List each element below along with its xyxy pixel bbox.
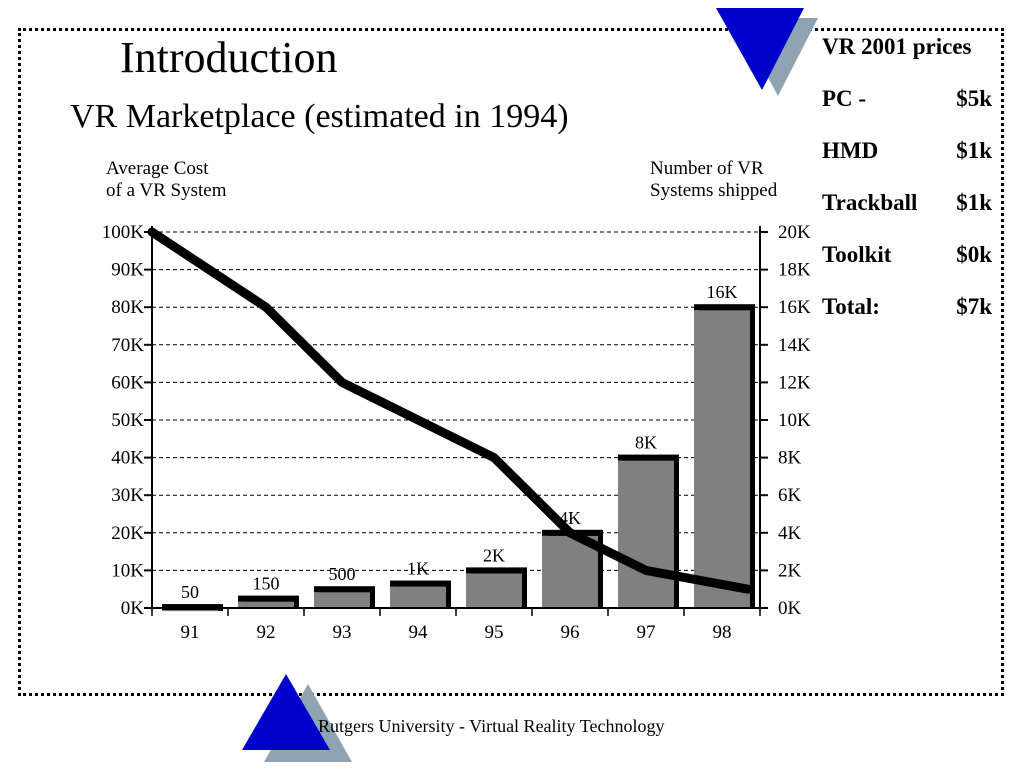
x-tick-label: 95 bbox=[485, 622, 504, 643]
bar-data-label: 16K bbox=[707, 282, 738, 302]
slide-title: Introduction bbox=[120, 33, 338, 82]
left-axis-label-line1: Average Cost bbox=[106, 158, 209, 179]
right-tick-label: 20K bbox=[778, 222, 811, 243]
x-tick-label: 94 bbox=[409, 622, 429, 643]
price-value: $0k bbox=[956, 242, 992, 267]
price-row-toolkit: Toolkit $0k bbox=[822, 242, 992, 272]
bar-top-cap bbox=[390, 580, 451, 587]
right-tick-label: 10K bbox=[778, 410, 811, 431]
bar-data-label: 8K bbox=[635, 433, 657, 453]
x-tick-label: 92 bbox=[257, 622, 276, 643]
price-value: $1k bbox=[956, 190, 992, 215]
right-tick-label: 8K bbox=[778, 448, 802, 469]
bar-top-cap bbox=[238, 595, 299, 602]
price-label: PC - bbox=[822, 86, 867, 111]
price-value: $7k bbox=[956, 294, 992, 319]
left-tick-label: 0K bbox=[121, 598, 145, 619]
price-label: HMD bbox=[822, 138, 879, 163]
bar-data-label: 150 bbox=[253, 574, 280, 594]
bar-data-label: 1K bbox=[407, 559, 429, 579]
top-triangle-icon bbox=[716, 8, 818, 96]
price-list-heading: VR 2001 prices bbox=[822, 34, 972, 59]
x-tick-label: 93 bbox=[333, 622, 352, 643]
right-axis-label-line2: Systems shipped bbox=[650, 180, 778, 201]
bar bbox=[238, 601, 294, 608]
left-tick-label: 70K bbox=[111, 335, 144, 356]
bar bbox=[162, 610, 218, 612]
left-tick-label: 10K bbox=[111, 560, 144, 581]
left-tick-label: 80K bbox=[111, 297, 144, 318]
bar bbox=[618, 460, 674, 608]
left-tick-label: 100K bbox=[102, 222, 145, 243]
price-row-total: Total: $7k bbox=[822, 294, 992, 324]
left-tick-label: 90K bbox=[111, 260, 144, 281]
bar-top-cap bbox=[694, 304, 755, 311]
bar bbox=[542, 535, 598, 608]
left-tick-label: 50K bbox=[111, 410, 144, 431]
right-tick-label: 4K bbox=[778, 523, 802, 544]
right-tick-label: 0K bbox=[778, 598, 802, 619]
left-tick-label: 30K bbox=[111, 485, 144, 506]
left-tick-label: 60K bbox=[111, 372, 144, 393]
bar bbox=[314, 592, 370, 608]
bottom-triangle-front bbox=[242, 674, 330, 750]
bar bbox=[694, 310, 750, 608]
bar-top-cap bbox=[314, 586, 375, 593]
right-tick-label: 2K bbox=[778, 560, 802, 581]
cost-line bbox=[147, 227, 753, 594]
left-tick-label: 20K bbox=[111, 523, 144, 544]
price-label: Trackball bbox=[822, 190, 918, 215]
left-axis-label-line2: of a VR System bbox=[106, 180, 227, 201]
x-tick-label: 97 bbox=[637, 622, 656, 643]
right-tick-label: 12K bbox=[778, 372, 811, 393]
bar-data-label: 500 bbox=[329, 564, 356, 584]
x-tick-label: 96 bbox=[561, 622, 580, 643]
slide-subtitle: VR Marketplace (estimated in 1994) bbox=[70, 98, 569, 135]
x-tick-label: 98 bbox=[713, 622, 732, 643]
price-row-hmd: HMD $1k bbox=[822, 138, 992, 168]
price-value: $5k bbox=[956, 86, 992, 111]
price-label: Total: bbox=[822, 294, 880, 319]
right-tick-label: 16K bbox=[778, 297, 811, 318]
bar-data-label: 50 bbox=[181, 582, 199, 602]
right-tick-label: 18K bbox=[778, 260, 811, 281]
right-tick-label: 6K bbox=[778, 485, 802, 506]
bar bbox=[390, 586, 446, 608]
price-row-pc: PC - $5k bbox=[822, 86, 992, 116]
left-tick-label: 40K bbox=[111, 448, 144, 469]
right-tick-label: 14K bbox=[778, 335, 811, 356]
slide-footer: Rutgers University - Virtual Reality Tec… bbox=[318, 716, 665, 736]
bottom-triangle-icon bbox=[242, 674, 352, 762]
right-axis-label-line1: Number of VR bbox=[650, 158, 764, 179]
slide-border bbox=[18, 28, 1004, 696]
bar bbox=[466, 573, 522, 608]
price-value: $1k bbox=[956, 138, 992, 163]
bar-top-cap bbox=[466, 567, 527, 574]
price-row-trackball: Trackball $1k bbox=[822, 190, 992, 220]
price-label: Toolkit bbox=[822, 242, 892, 267]
top-triangle-front bbox=[716, 8, 804, 90]
bar-top-cap bbox=[618, 454, 679, 461]
bar-data-label: 2K bbox=[483, 545, 505, 565]
x-tick-label: 91 bbox=[181, 622, 200, 643]
